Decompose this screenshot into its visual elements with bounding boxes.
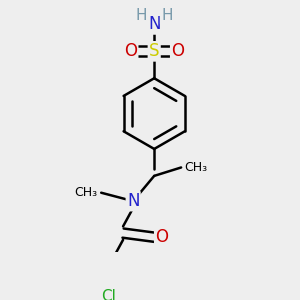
Text: O: O bbox=[155, 228, 168, 246]
Text: H: H bbox=[161, 8, 172, 23]
Text: O: O bbox=[171, 42, 184, 60]
Text: Cl: Cl bbox=[101, 289, 116, 300]
Text: H: H bbox=[136, 8, 147, 23]
Text: N: N bbox=[148, 15, 161, 33]
Text: N: N bbox=[127, 192, 140, 210]
Text: O: O bbox=[124, 42, 137, 60]
Text: CH₃: CH₃ bbox=[184, 161, 208, 174]
Text: CH₃: CH₃ bbox=[75, 186, 98, 199]
Text: S: S bbox=[149, 42, 160, 60]
